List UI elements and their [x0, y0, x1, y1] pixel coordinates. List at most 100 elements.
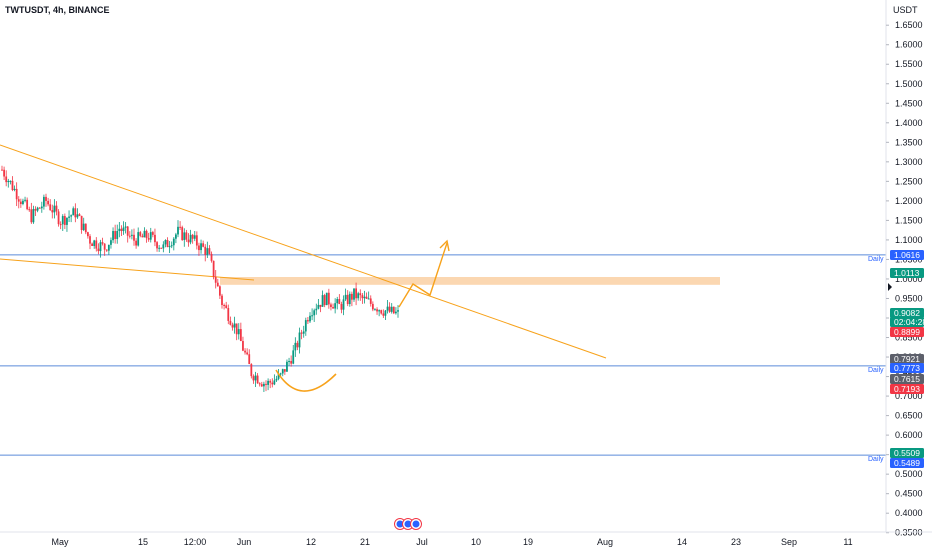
candle-body: [13, 188, 16, 190]
candle-body: [59, 224, 62, 226]
time-tick-label: 11: [843, 537, 852, 547]
price-tag-label: 0.9082: [894, 308, 920, 318]
candle-body: [91, 243, 93, 247]
candle-body: [139, 232, 142, 236]
candle-body: [9, 180, 12, 182]
candle-body: [300, 332, 303, 334]
candle-body: [208, 248, 211, 254]
candle-body: [302, 331, 305, 334]
candle-body: [323, 295, 326, 306]
candle-body: [382, 313, 385, 316]
candle-body: [15, 188, 18, 200]
candle-body: [376, 309, 378, 312]
candle-body: [166, 240, 169, 248]
price-tick-label: 0.9500: [895, 293, 923, 303]
candle-body: [47, 200, 49, 205]
candle-body: [371, 303, 374, 310]
candle-body: [348, 293, 351, 305]
candle-body: [78, 214, 81, 216]
candle-body: [357, 293, 360, 299]
candle-body: [221, 295, 223, 305]
candle-body: [101, 242, 104, 244]
candle-body: [143, 230, 146, 238]
time-tick-label: 10: [471, 537, 481, 547]
candle-body: [359, 293, 362, 296]
candle-body: [34, 209, 37, 211]
candle-body: [114, 231, 117, 239]
candle-body: [340, 304, 343, 310]
candle-body: [351, 293, 353, 300]
candle-body: [107, 244, 110, 251]
candle-body: [110, 240, 112, 245]
candle-body: [145, 230, 148, 239]
candle-body: [210, 253, 213, 261]
candle-body: [304, 320, 307, 332]
candle-body: [273, 380, 276, 385]
candle-body: [307, 320, 309, 322]
price-tag: 0.7615: [890, 374, 924, 384]
candle-body: [380, 310, 383, 314]
candle-body: [87, 232, 89, 237]
price-tag-bg: [890, 317, 924, 327]
candle-body: [397, 310, 399, 312]
candle-body: [206, 248, 209, 255]
price-tick-label: 0.8500: [895, 333, 923, 343]
time-tick-label: May: [51, 537, 69, 547]
candle-body: [281, 369, 284, 374]
candle-body: [17, 199, 20, 202]
candle-body: [160, 247, 163, 249]
descending-trendline: [0, 144, 607, 359]
price-tick-label: 0.4000: [895, 508, 923, 518]
candle-body: [43, 196, 45, 207]
candle-body: [156, 242, 158, 249]
candle-body: [3, 169, 5, 177]
candle-body: [5, 176, 8, 183]
candle-body: [181, 227, 184, 240]
price-tick-label: 1.6500: [895, 20, 923, 30]
candle-body: [388, 306, 391, 312]
price-tick-label: 0.6500: [895, 411, 923, 421]
time-tick-label: Jun: [237, 537, 252, 547]
candle-body: [45, 196, 47, 201]
candle-body: [271, 382, 274, 385]
currency-label: USDT: [893, 5, 918, 15]
candle-body: [248, 354, 251, 365]
price-tag: 0.5489: [890, 458, 924, 468]
time-tick-label: 12:00: [184, 537, 207, 547]
candle-body: [294, 342, 297, 351]
event-flag-icon: [396, 520, 404, 528]
candle-body: [378, 310, 381, 312]
arrow-head-icon: [439, 239, 450, 252]
price-tag-label: 0.8899: [894, 327, 920, 337]
candle-body: [265, 383, 267, 385]
price-tick-label: 1.1000: [895, 235, 923, 245]
candle-body: [120, 228, 123, 232]
candle-body: [202, 243, 205, 247]
candle-body: [103, 243, 106, 250]
candle-body: [286, 361, 288, 372]
candle-body: [72, 208, 75, 216]
candle-body: [296, 342, 299, 348]
candle-body: [321, 295, 324, 307]
candle-body: [200, 243, 202, 251]
candle-body: [290, 360, 293, 364]
candle-body: [105, 249, 108, 251]
daily-level-label: Daily: [868, 367, 884, 374]
price-tick-label: 1.5500: [895, 59, 923, 69]
candles: [1, 165, 399, 393]
candle-body: [82, 223, 85, 231]
price-tag-label: 0.7193: [894, 384, 920, 394]
time-tick-label: 21: [360, 537, 370, 547]
candle-body: [74, 208, 77, 218]
candle-body: [346, 294, 349, 305]
candle-body: [24, 199, 26, 201]
price-tag-bg: [890, 363, 924, 373]
candle-body: [80, 215, 83, 231]
candle-body: [189, 234, 192, 243]
candle-body: [84, 223, 87, 233]
event-flag-icon: [404, 520, 412, 528]
candle-body: [122, 227, 125, 232]
candle-body: [263, 383, 265, 387]
candle-body: [214, 276, 217, 283]
